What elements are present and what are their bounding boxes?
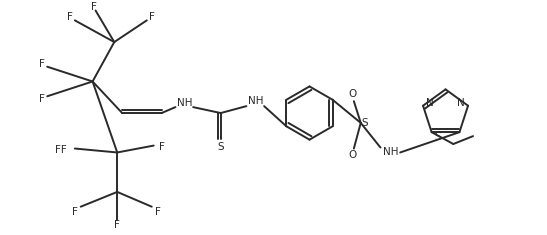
Text: F: F — [155, 207, 161, 217]
Text: F: F — [149, 12, 155, 22]
Text: FF: FF — [55, 145, 67, 155]
Text: N: N — [426, 98, 434, 108]
Text: NH: NH — [382, 148, 398, 157]
Text: O: O — [349, 150, 357, 161]
Text: F: F — [67, 12, 73, 22]
Text: S: S — [218, 141, 224, 152]
Text: S: S — [362, 118, 368, 128]
Text: F: F — [91, 2, 96, 12]
Text: N: N — [457, 98, 465, 108]
Text: S: S — [434, 132, 441, 142]
Text: F: F — [39, 59, 45, 69]
Text: NH: NH — [177, 98, 192, 108]
Text: O: O — [349, 89, 357, 99]
Text: F: F — [39, 94, 45, 104]
Text: NH: NH — [247, 96, 263, 106]
Text: F: F — [159, 141, 165, 152]
Text: F: F — [72, 207, 78, 217]
Text: F: F — [114, 220, 120, 231]
